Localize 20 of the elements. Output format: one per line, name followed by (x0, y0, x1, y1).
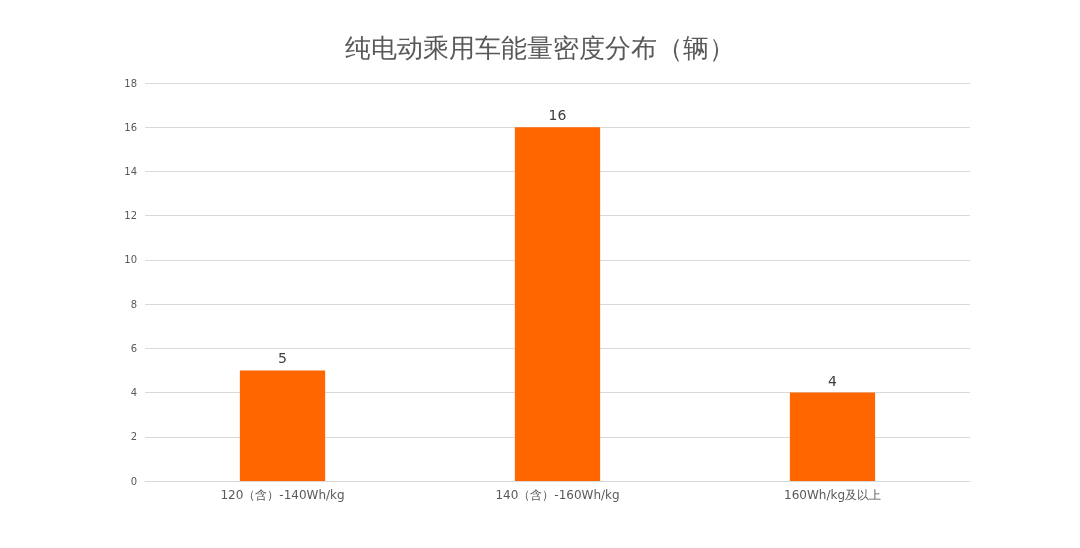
data-label: 4 (828, 372, 838, 389)
y-tick-label: 10 (124, 254, 137, 266)
x-tick-label: 140（含）-160Wh/kg (495, 488, 620, 502)
data-label: 5 (278, 350, 287, 367)
y-tick-label: 18 (124, 77, 137, 89)
x-tick-label: 160Wh/kg及以上 (784, 488, 881, 502)
y-tick-label: 4 (130, 387, 137, 399)
y-tick-label: 12 (124, 210, 137, 222)
y-tick-label: 8 (130, 298, 137, 310)
bar (514, 127, 601, 481)
bar (239, 370, 326, 481)
y-tick-label: 16 (124, 121, 137, 133)
bar (789, 392, 876, 481)
y-tick-label: 0 (130, 475, 137, 487)
chart-title: 纯电动乘用车能量密度分布（辆） (345, 33, 735, 63)
y-tick-label: 14 (124, 165, 137, 177)
y-tick-label: 2 (130, 431, 137, 443)
x-tick-label: 120（含）-140Wh/kg (220, 488, 345, 502)
y-tick-label: 6 (130, 342, 137, 354)
data-label: 16 (548, 107, 567, 124)
